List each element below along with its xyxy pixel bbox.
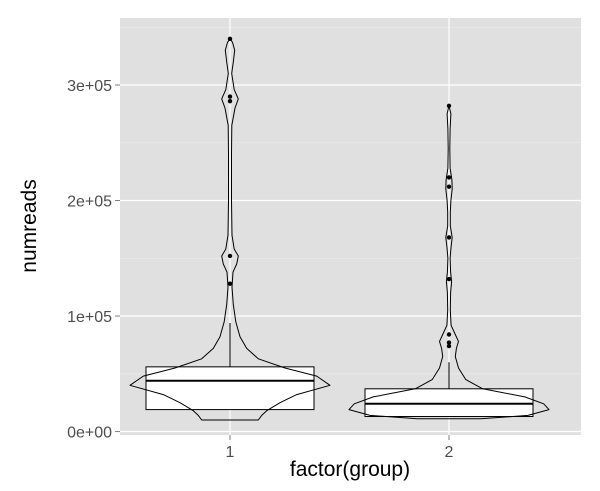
outlier-point-group-2 (446, 103, 452, 108)
chart-marks (129, 36, 550, 421)
outlier-point-group-1 (227, 98, 233, 104)
box-group-1 (145, 366, 315, 411)
box-group-2 (364, 388, 534, 418)
outlier-point-group-1 (227, 36, 233, 41)
x-axis-title: factor(group) (290, 458, 410, 481)
outlier-point-group-1 (227, 253, 233, 259)
violin-group-2 (348, 105, 550, 420)
outlier-point-group-2 (446, 340, 452, 345)
outlier-point-group-2 (446, 276, 452, 282)
outlier-point-group-2 (446, 175, 452, 180)
outlier-point-group-1 (227, 281, 233, 286)
y-tick-label: 1e+05 (67, 309, 112, 326)
y-tick-label: 2e+05 (67, 194, 112, 211)
y-tick-label: 3e+05 (67, 78, 112, 95)
outlier-point-group-2 (446, 235, 452, 240)
outlier-point-group-2 (446, 332, 452, 337)
outlier-point-group-2 (446, 343, 452, 349)
y-axis: 0e+00 1e+05 2e+05 3e+05 (67, 78, 120, 442)
outlier-point-group-2 (446, 184, 452, 189)
x-tick-label: 1 (226, 444, 235, 461)
y-tick-label: 0e+00 (67, 425, 112, 442)
plot-panel (120, 18, 581, 435)
y-axis-title: numreads (18, 179, 41, 272)
x-tick-label: 2 (445, 444, 454, 461)
outlier-point-group-1 (227, 94, 233, 99)
